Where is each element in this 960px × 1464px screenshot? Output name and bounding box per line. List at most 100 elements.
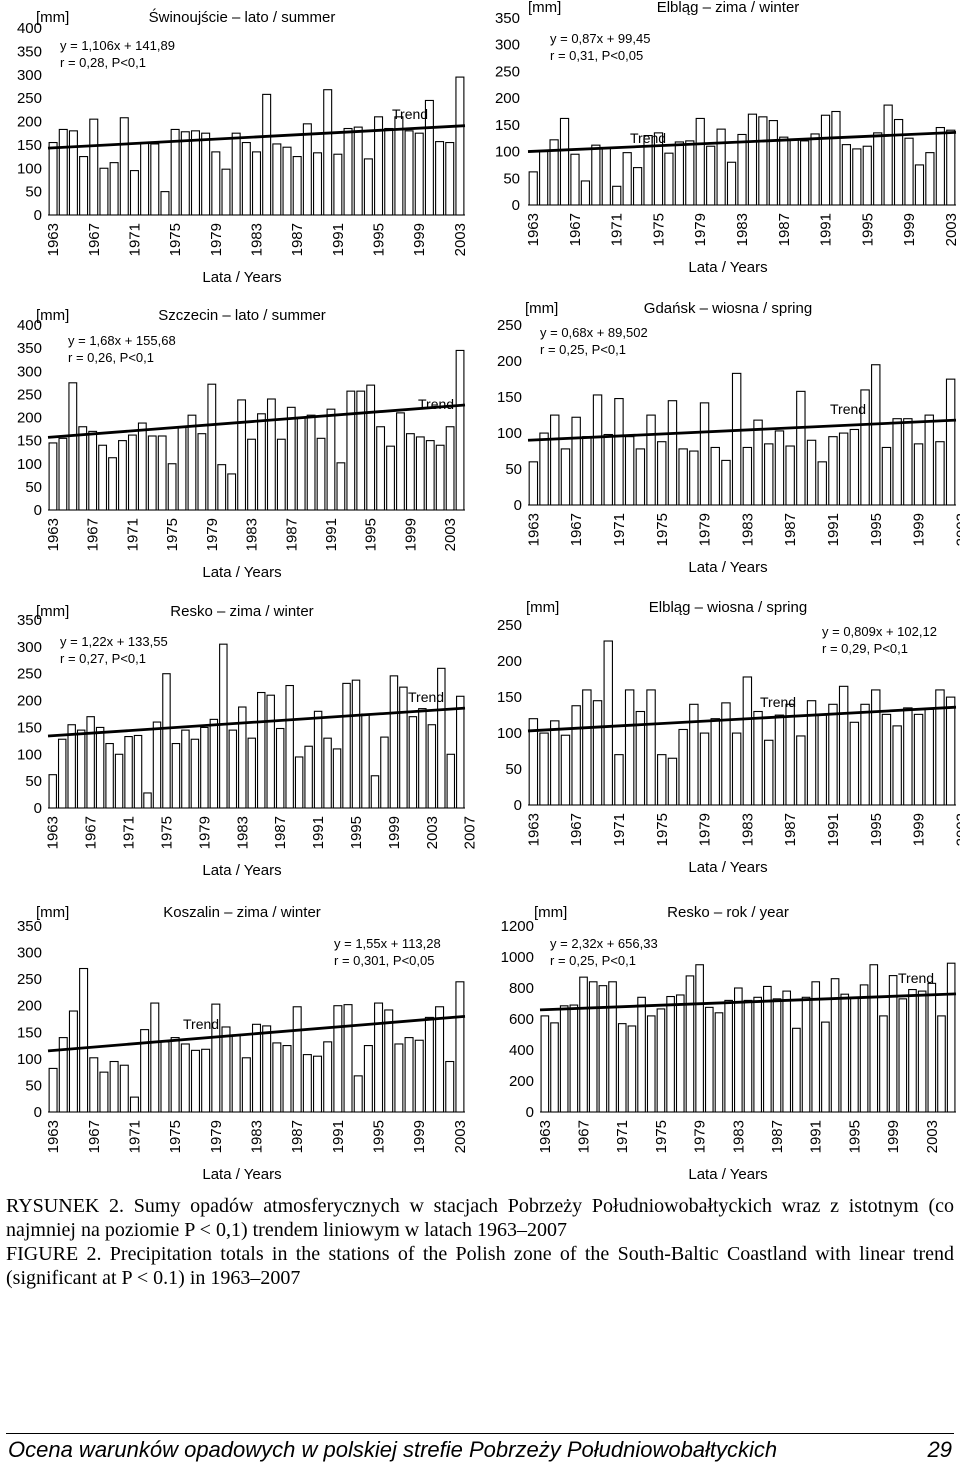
x-tick-label: 1983 (730, 1120, 747, 1153)
trend-statistics: r = 0,31, P<0,05 (550, 48, 643, 63)
trend-statistics: r = 0,29, P<0,1 (822, 641, 908, 656)
bar (190, 738, 200, 809)
x-tick-label: 1983 (244, 518, 261, 551)
bar (550, 414, 560, 506)
y-tick-label: 300 (17, 945, 42, 962)
y-tick-label: 350 (17, 340, 42, 357)
bar (445, 426, 455, 511)
bar (247, 737, 257, 809)
bar (883, 104, 893, 206)
y-tick-label: 800 (509, 980, 534, 997)
bar (656, 1008, 666, 1113)
bar (150, 1002, 160, 1113)
bar (685, 140, 695, 206)
bar (614, 754, 624, 806)
trend-equation: y = 1,22x + 133,55 (60, 634, 168, 649)
chart-swinoujscie-summer: 0 50 100 150 200 250 300 350 400 1963 1967 1971 1975… (17, 8, 469, 286)
bar (742, 676, 753, 806)
footer-divider (6, 1433, 954, 1434)
bar (262, 1025, 272, 1113)
bar (925, 152, 935, 206)
x-tick-label: 1991 (330, 223, 347, 256)
trend-label: Trend (830, 401, 866, 417)
x-tick-label: 1975 (653, 1120, 670, 1153)
bar (612, 185, 622, 206)
bar (622, 152, 632, 206)
bar (282, 1045, 292, 1113)
bar (404, 1037, 414, 1113)
figure-caption: RYSUNEK 2. Sumy opadów atmosferycznych w… (6, 1194, 954, 1290)
y-tick-label: 0 (526, 1104, 534, 1121)
trend-line (47, 124, 466, 150)
bar (898, 998, 908, 1113)
y-tick-label: 150 (495, 117, 520, 134)
y-tick-label: 250 (497, 317, 522, 334)
bar (811, 981, 821, 1113)
bar (455, 981, 465, 1113)
y-tick-label: 350 (495, 10, 520, 27)
y-tick-label: 300 (17, 639, 42, 656)
bar (266, 398, 276, 511)
bar (201, 132, 211, 216)
bar (76, 729, 86, 809)
x-tick-label: 1979 (697, 513, 714, 546)
x-tick-label: 1971 (609, 213, 626, 246)
bar (828, 703, 838, 806)
bar (731, 372, 742, 506)
bar (881, 446, 892, 506)
bar (316, 437, 326, 511)
bar (356, 390, 366, 511)
bar (105, 742, 114, 809)
bar (550, 720, 560, 806)
x-tick-label: 1999 (911, 813, 928, 846)
bar (346, 390, 356, 511)
chart-title: Elbląg – wiosna / spring (649, 599, 807, 616)
y-tick-label: 0 (34, 207, 42, 224)
y-tick-label: 50 (505, 761, 522, 778)
bar (137, 422, 147, 511)
bar (924, 414, 934, 506)
bar (332, 748, 342, 809)
bar (674, 141, 684, 206)
trend-label: Trend (630, 130, 666, 146)
bar (353, 126, 363, 216)
bar (753, 996, 762, 1113)
x-tick-label: 1975 (167, 223, 184, 256)
x-tick-label: 1963 (45, 223, 62, 256)
bar (646, 1015, 656, 1113)
x-axis-title: Lata / Years (202, 269, 281, 286)
bar (394, 1043, 404, 1113)
bar (571, 705, 581, 806)
bar (343, 1004, 353, 1113)
x-tick-label: 2007 (462, 816, 479, 849)
bar (838, 685, 849, 806)
bar (446, 753, 456, 809)
bar (731, 732, 742, 806)
bar (275, 727, 285, 809)
bar (227, 473, 237, 511)
chart-title: Koszalin – zima / winter (163, 904, 321, 921)
y-tick-label: 0 (34, 1104, 42, 1121)
x-tick-label: 1991 (825, 813, 842, 846)
bar (150, 143, 160, 216)
bar (582, 689, 592, 806)
bar (48, 1067, 58, 1113)
x-tick-label: 1979 (208, 1120, 225, 1153)
bar (913, 713, 924, 806)
x-tick-label: 1995 (868, 813, 885, 846)
bar (779, 136, 789, 206)
y-tick-label: 100 (17, 1051, 42, 1068)
bar (302, 1054, 312, 1113)
bar (160, 1041, 170, 1113)
y-tick-label: 250 (17, 90, 42, 107)
bar (796, 390, 806, 506)
bar (228, 729, 238, 809)
bar (632, 167, 643, 206)
y-tick-label: 50 (25, 479, 42, 496)
bar (892, 418, 902, 506)
trend-line (527, 418, 957, 442)
y-tick-label: 1200 (501, 918, 534, 935)
bar (88, 430, 98, 511)
x-tick-label: 1987 (283, 518, 300, 551)
trend-line (527, 130, 957, 153)
